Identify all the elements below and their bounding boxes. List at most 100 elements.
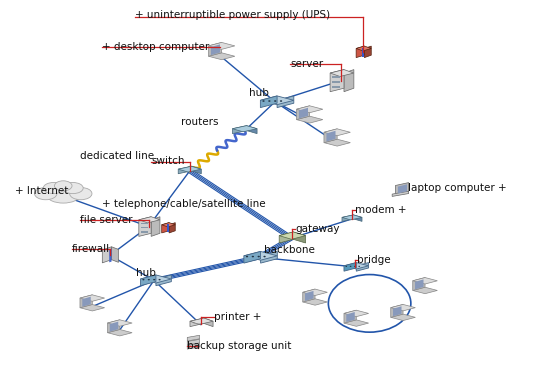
Circle shape [153,279,155,280]
Polygon shape [208,43,235,50]
Polygon shape [80,305,104,311]
Polygon shape [330,70,354,76]
Polygon shape [279,232,293,243]
Polygon shape [302,289,315,302]
Polygon shape [190,318,213,324]
Polygon shape [178,166,201,172]
Text: switch: switch [151,156,185,166]
Polygon shape [412,278,437,284]
Polygon shape [162,223,169,233]
Circle shape [252,256,254,257]
Text: hub: hub [249,88,268,98]
Polygon shape [80,295,104,301]
Polygon shape [204,318,213,327]
Polygon shape [260,96,294,105]
Polygon shape [261,252,277,263]
Ellipse shape [35,187,57,200]
Polygon shape [244,252,277,260]
Polygon shape [246,126,257,134]
Text: laptop computer +: laptop computer + [408,183,507,193]
Polygon shape [208,53,235,60]
Polygon shape [260,96,277,108]
Polygon shape [293,232,306,243]
Polygon shape [107,329,132,336]
Polygon shape [344,320,368,326]
Polygon shape [187,343,200,349]
Polygon shape [344,263,368,269]
Polygon shape [107,320,120,333]
Circle shape [262,100,265,102]
FancyBboxPatch shape [332,86,340,88]
Text: + Internet: + Internet [15,186,69,196]
Polygon shape [330,70,344,92]
Text: printer +: printer + [214,312,262,322]
Polygon shape [398,184,407,194]
Polygon shape [395,183,409,195]
Text: backup storage unit: backup storage unit [187,341,292,351]
Circle shape [280,100,282,102]
Ellipse shape [70,187,92,200]
Polygon shape [191,166,201,174]
Text: backbone: backbone [264,245,315,255]
Text: server: server [290,59,323,69]
Polygon shape [299,108,308,119]
Polygon shape [344,70,354,92]
Circle shape [148,279,150,280]
Polygon shape [296,106,310,120]
FancyBboxPatch shape [362,48,364,56]
Text: hub: hub [136,268,156,278]
Polygon shape [107,320,132,326]
Polygon shape [102,247,112,263]
Polygon shape [151,217,160,237]
Polygon shape [393,306,402,316]
Polygon shape [279,232,306,239]
Circle shape [345,266,347,267]
Polygon shape [141,275,156,286]
Ellipse shape [54,181,72,191]
Text: modem +: modem + [355,205,406,215]
Circle shape [268,100,271,102]
Polygon shape [169,223,175,233]
Ellipse shape [63,182,83,194]
Polygon shape [302,289,327,296]
Polygon shape [187,339,200,345]
Polygon shape [412,278,425,290]
Polygon shape [356,263,369,271]
Polygon shape [344,263,356,271]
Polygon shape [296,116,323,123]
FancyBboxPatch shape [167,224,169,232]
Polygon shape [244,252,261,263]
Polygon shape [342,215,362,220]
Polygon shape [364,46,371,58]
Text: + uninterruptible power supply (UPS): + uninterruptible power supply (UPS) [135,10,330,20]
Polygon shape [344,310,356,323]
Text: + telephone/cable/satellite line: + telephone/cable/satellite line [102,199,265,209]
Polygon shape [344,310,368,317]
Polygon shape [110,322,118,332]
Text: file server: file server [80,215,132,225]
Circle shape [246,256,248,257]
Polygon shape [208,43,222,56]
Polygon shape [162,223,175,227]
Circle shape [257,256,260,257]
Polygon shape [356,46,371,51]
Polygon shape [415,280,424,290]
Circle shape [354,266,356,267]
Polygon shape [190,318,204,327]
Polygon shape [324,129,350,136]
Circle shape [158,279,161,280]
Polygon shape [156,275,172,286]
Polygon shape [327,131,336,142]
Polygon shape [139,217,151,237]
Polygon shape [139,217,160,223]
Polygon shape [324,139,350,146]
Text: dedicated line: dedicated line [80,151,154,161]
FancyBboxPatch shape [332,81,340,83]
Circle shape [142,279,145,280]
Polygon shape [390,305,403,317]
Polygon shape [211,45,220,55]
Polygon shape [80,295,92,308]
FancyBboxPatch shape [332,76,340,78]
Polygon shape [412,287,437,294]
Ellipse shape [47,189,79,203]
